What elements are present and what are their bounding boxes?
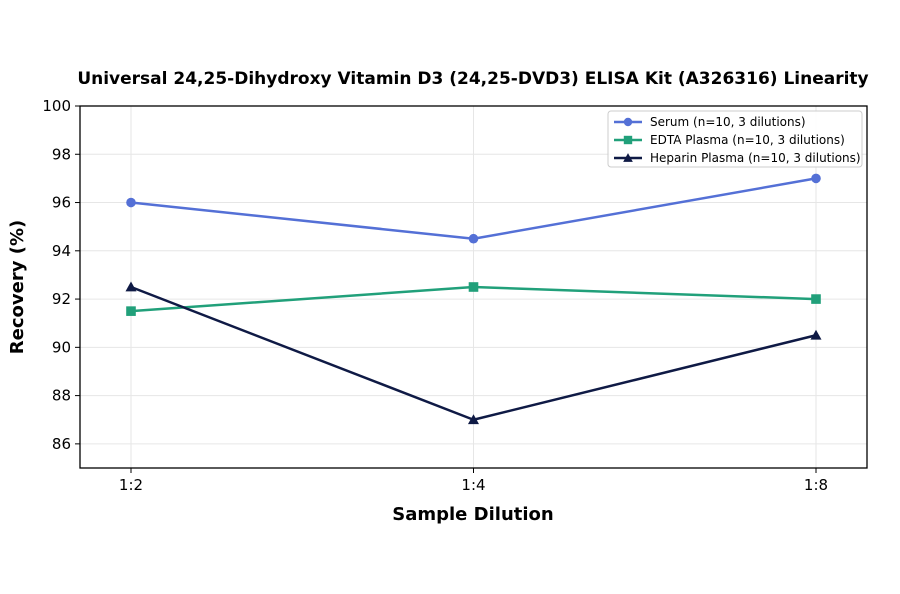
data-point [468, 233, 479, 244]
legend-item: EDTA Plasma (n=10, 3 dilutions) [614, 133, 845, 147]
legend-label: EDTA Plasma (n=10, 3 dilutions) [650, 133, 845, 147]
legend-label: Serum (n=10, 3 dilutions) [650, 115, 806, 129]
legend: Serum (n=10, 3 dilutions) EDTA Plasma (n=… [607, 110, 863, 168]
x-tick-label: 1:2 [119, 476, 143, 494]
y-tick-label: 100 [42, 97, 71, 115]
data-point [810, 329, 822, 340]
x-tick-label: 1:4 [461, 476, 485, 494]
legend-item: Serum (n=10, 3 dilutions) [614, 115, 806, 129]
x-axis-label: Sample Dilution [392, 504, 553, 525]
data-point [811, 173, 821, 184]
series-2 [125, 281, 822, 425]
legend-item: Heparin Plasma (n=10, 3 dilutions) [614, 151, 861, 165]
legend-box [607, 110, 863, 168]
y-axis-label: Recovery (%) [7, 220, 28, 354]
series [125, 173, 822, 425]
legend-marker [623, 153, 633, 162]
data-point [811, 294, 821, 304]
chart-title: Universal 24,25-Dihydroxy Vitamin D3 (24… [77, 69, 868, 89]
data-point [126, 306, 136, 316]
y-tick-label: 94 [52, 242, 71, 260]
legend-label: Heparin Plasma (n=10, 3 dilutions) [650, 151, 861, 165]
y-tick-label: 90 [52, 338, 71, 356]
series-0 [126, 173, 821, 244]
legend-marker [623, 135, 633, 145]
y-tick-label: 86 [52, 435, 71, 453]
x-tick-label: 1:8 [804, 476, 828, 494]
data-point [468, 282, 479, 292]
data-point [467, 414, 480, 425]
legend-marker [623, 117, 633, 127]
y-tick-label: 98 [52, 145, 71, 163]
data-point [126, 197, 136, 208]
y-tick-label: 96 [52, 194, 71, 212]
data-point [125, 281, 137, 292]
series-1 [126, 282, 821, 316]
y-tick-label: 92 [52, 290, 71, 308]
y-tick-label: 88 [52, 387, 71, 405]
axis-ticks: 86 88 90 92 94 96 98 100 1:2 1:4 1:8 [42, 97, 828, 494]
